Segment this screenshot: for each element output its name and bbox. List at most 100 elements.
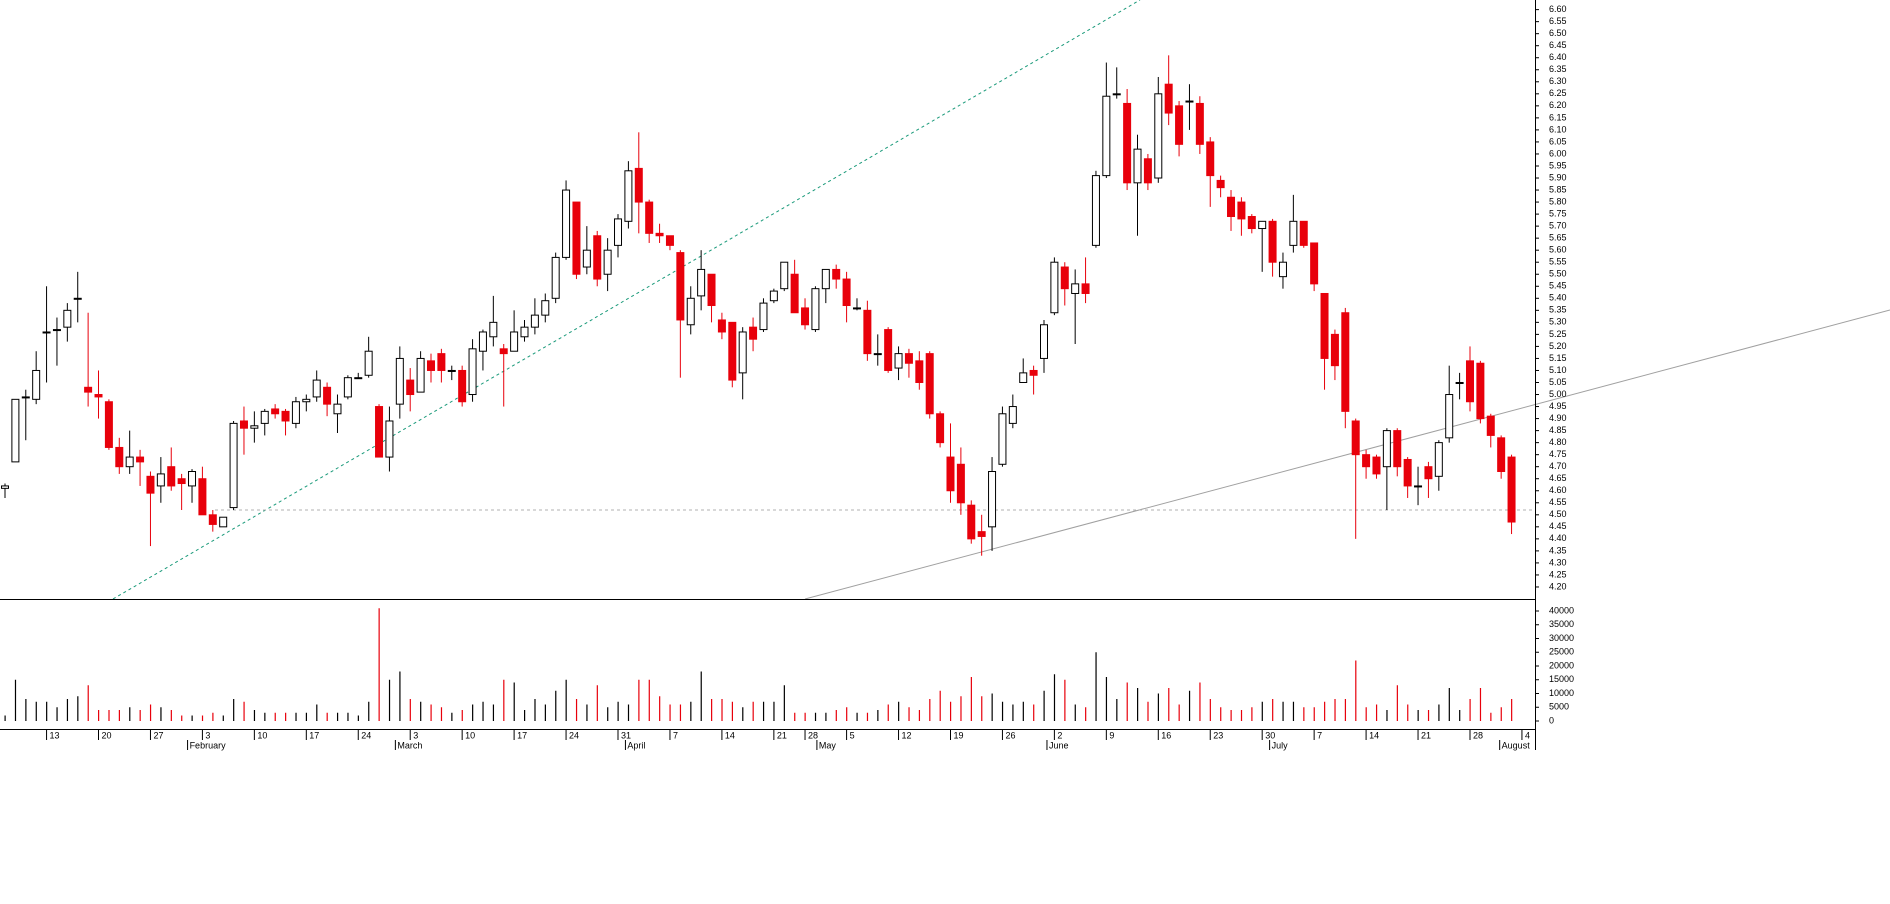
x-tick-label: 28 — [1473, 730, 1483, 740]
volume-bar — [1137, 688, 1139, 721]
volume-bar — [846, 707, 848, 721]
volume-bar — [14, 679, 17, 721]
volume-bar — [1313, 707, 1315, 721]
candle-body — [842, 278, 851, 307]
y-tick-label: 4.85 — [1549, 425, 1567, 435]
candle-body — [1112, 93, 1121, 96]
volume-bar — [960, 696, 962, 721]
candle-body — [447, 369, 456, 372]
volume-bar — [1272, 699, 1274, 721]
volume-bar — [617, 701, 619, 721]
volume-bar — [295, 712, 297, 721]
volume-bar — [305, 712, 308, 721]
y-tick-label: 6.10 — [1549, 124, 1567, 134]
volume-bar — [1022, 701, 1024, 721]
volume-bar — [1261, 701, 1263, 721]
volume-bar — [939, 690, 941, 721]
volume-bar — [638, 679, 640, 721]
y-tick-label: 5.55 — [1549, 257, 1567, 267]
volume-bar — [877, 710, 879, 721]
volume-bar — [1105, 677, 1108, 721]
candle-body — [1299, 220, 1308, 246]
volume-bar — [1178, 704, 1180, 721]
candle-body — [551, 256, 560, 299]
candle-body — [1060, 266, 1069, 290]
x-tick-label: 26 — [1005, 730, 1015, 740]
candle-body — [21, 396, 30, 399]
candle-body — [375, 406, 384, 458]
volume-bar — [35, 701, 37, 721]
volume-bar — [1427, 710, 1430, 721]
candle-body — [1019, 372, 1028, 383]
volume-bar — [399, 671, 401, 721]
volume-bar — [794, 712, 796, 721]
x-tick-label: 7 — [673, 730, 678, 740]
candle-body — [769, 290, 778, 302]
y-tick-label: 4.20 — [1549, 581, 1567, 591]
volume-bar — [1334, 699, 1336, 721]
candle-body — [936, 413, 945, 444]
volume-bar — [669, 704, 671, 721]
candle-body — [499, 348, 508, 355]
y-tick-label: 6.35 — [1549, 64, 1567, 74]
volume-bar — [440, 707, 443, 721]
volume-bar — [160, 707, 162, 721]
volume-bar — [544, 704, 546, 721]
candle-body — [156, 473, 165, 487]
candle-body — [655, 232, 664, 237]
y-tick-label: 5.65 — [1549, 233, 1567, 243]
volume-bar — [201, 715, 204, 721]
candle-body — [1310, 242, 1319, 285]
month-label: June — [1049, 740, 1069, 750]
volume-bar — [420, 701, 422, 721]
volume-bar — [1355, 660, 1357, 721]
candle-body — [790, 273, 799, 314]
volume-bar — [1116, 699, 1118, 721]
volume-bar — [762, 701, 765, 721]
candle-body — [63, 309, 72, 328]
candle-body — [42, 331, 51, 334]
y-tick-label: 6.05 — [1549, 136, 1567, 146]
candle-body — [697, 268, 706, 297]
y-tick-label: 5.75 — [1549, 208, 1567, 218]
volume-bar — [607, 707, 609, 721]
candle-body — [1507, 456, 1516, 523]
candle-body — [260, 410, 269, 424]
candle-body — [1278, 261, 1287, 278]
candle-body — [759, 302, 768, 331]
candle-body — [1393, 430, 1402, 468]
volume-bar — [191, 715, 193, 721]
candle-body — [863, 309, 872, 355]
volume-bar — [1324, 701, 1326, 721]
x-tick-label: 31 — [621, 730, 631, 740]
candle-body — [1465, 360, 1474, 403]
month-label: May — [819, 740, 837, 750]
candle-body — [852, 307, 861, 310]
y-tick-label: 5.30 — [1549, 317, 1567, 327]
volume-bar — [752, 701, 754, 721]
volume-bar — [378, 608, 380, 721]
y-tick-label: 5.20 — [1549, 341, 1567, 351]
candle-body — [1403, 458, 1412, 487]
x-tick-label: 24 — [361, 730, 371, 740]
volume-bar — [1209, 699, 1211, 721]
volume-bar — [1199, 682, 1201, 721]
candle-body — [468, 348, 477, 396]
volume-bar — [1417, 710, 1419, 721]
y-tick-label: 6.50 — [1549, 28, 1567, 38]
y-tick-label: 6.45 — [1549, 40, 1567, 50]
volume-bar — [368, 701, 370, 721]
volume-bar — [783, 685, 785, 721]
volume-bar — [835, 710, 837, 721]
candle-body — [1040, 324, 1048, 359]
volume-bar — [222, 715, 224, 721]
volume-bar — [690, 701, 692, 721]
y-tick-label: 5.45 — [1549, 281, 1567, 291]
candle-body — [343, 377, 352, 398]
volume-bar — [1375, 704, 1378, 721]
candle-body — [146, 475, 155, 494]
volume-bar — [87, 685, 89, 721]
volume-tick-label: 10000 — [1549, 688, 1574, 698]
candle-body — [333, 403, 342, 415]
